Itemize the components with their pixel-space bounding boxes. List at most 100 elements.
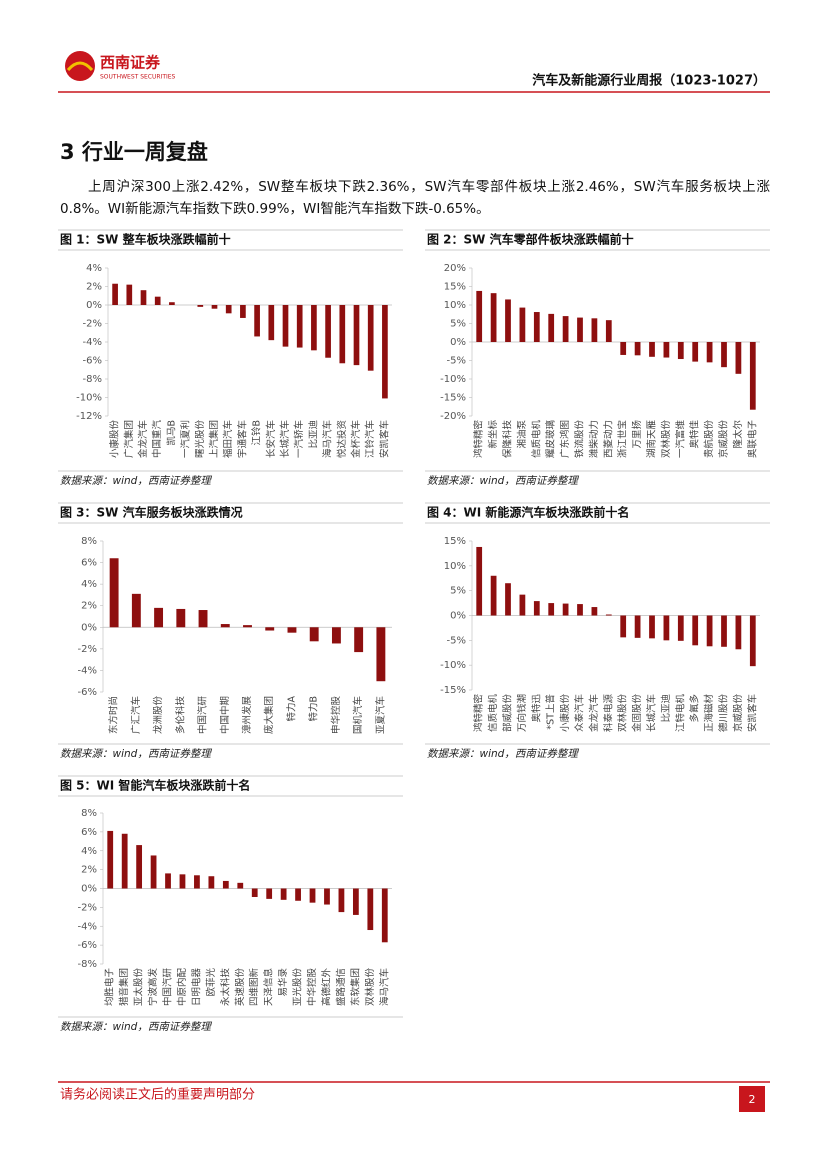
bar: [505, 299, 511, 342]
x-tick-label: 龙洲股份: [152, 696, 164, 735]
bar: [367, 305, 374, 371]
bar: [577, 604, 583, 616]
x-tick-label: 湘油泵: [516, 420, 528, 449]
x-tick-label: 金固股份: [631, 694, 643, 733]
bar: [331, 627, 341, 644]
x-tick-label: 金龙汽车: [588, 694, 600, 732]
x-tick-label: 信质电机: [487, 694, 499, 733]
x-tick-label: 京威股份: [732, 694, 744, 733]
x-tick-label: 奥特佳: [689, 420, 701, 449]
bar: [548, 313, 555, 342]
x-tick-label: 新坐标: [487, 420, 499, 449]
y-tick-label: -15%: [440, 685, 466, 696]
y-tick-label: -2%: [83, 319, 102, 330]
x-tick-label: 耀皮玻璃: [545, 420, 557, 458]
bar: [237, 882, 244, 889]
y-tick-label: -5%: [447, 635, 466, 646]
bar: [309, 627, 319, 642]
y-tick-label: 0%: [450, 611, 466, 622]
x-tick-label: 比亚迪: [307, 420, 319, 449]
y-tick-label: -6%: [83, 356, 102, 367]
y-tick-label: 8%: [81, 808, 97, 819]
bar: [324, 888, 330, 905]
y-tick-label: 10%: [444, 300, 466, 311]
x-tick-label: 保隆科技: [502, 420, 514, 459]
x-tick-label: 欧菲光: [205, 968, 217, 997]
x-tick-label: 一汽轿车: [293, 420, 305, 458]
x-tick-label: 天泽信息: [263, 968, 275, 1006]
bar: [735, 342, 742, 374]
y-tick-label: 0%: [81, 884, 97, 895]
x-tick-label: 中国重汽: [151, 420, 163, 459]
bar: [222, 880, 229, 889]
bar: [325, 305, 331, 358]
bar: [548, 603, 555, 616]
x-tick-label: 一汽富维: [674, 420, 686, 459]
y-tick-label: 2%: [81, 601, 97, 612]
bar: [309, 888, 316, 903]
x-tick-label: 鸿特精密: [473, 420, 485, 459]
y-tick-label: 8%: [81, 536, 97, 547]
y-tick-label: -8%: [83, 374, 102, 385]
x-tick-label: 福田汽车: [222, 420, 234, 458]
y-tick-label: -4%: [78, 921, 97, 932]
bar: [338, 888, 345, 913]
x-tick-label: 浙江世宝: [617, 420, 629, 458]
logo-arc: [66, 61, 94, 72]
x-tick-label: 东方时尚: [108, 696, 120, 734]
x-tick-label: 猎音集团: [118, 968, 130, 1006]
x-tick-label: 多氟多: [689, 694, 701, 723]
bar: [476, 546, 483, 616]
bar: [107, 830, 114, 889]
y-tick-label: -15%: [440, 393, 466, 404]
figure-source: 数据来源：wind，西南证券整理: [60, 475, 212, 487]
y-tick-label: 0%: [81, 622, 97, 633]
bar: [240, 305, 246, 318]
x-tick-label: 京威股份: [718, 420, 730, 459]
bar: [381, 888, 388, 943]
bar: [749, 342, 756, 410]
paragraph: 上周沪深300上涨2.42%，SW整车板块下跌2.36%，SW汽车零部件板块上涨…: [60, 179, 770, 217]
bar: [649, 342, 655, 357]
x-tick-label: 凯马B: [165, 420, 177, 446]
bar: [490, 575, 497, 616]
bar: [140, 290, 147, 305]
x-tick-label: 广汇汽车: [130, 696, 142, 734]
x-tick-label: 中国中期: [219, 696, 231, 734]
x-tick-label: 曙光股份: [194, 420, 206, 459]
y-tick-label: 4%: [81, 846, 97, 857]
bar: [287, 627, 297, 633]
x-tick-label: 长安汽车: [265, 420, 277, 458]
bar: [208, 876, 215, 889]
bar: [382, 305, 388, 399]
bar: [154, 607, 164, 628]
bar: [126, 284, 133, 305]
y-tick-label: 6%: [81, 558, 97, 569]
bar: [265, 627, 275, 631]
bar: [706, 342, 713, 363]
y-tick-label: -4%: [78, 665, 97, 676]
bar: [220, 624, 230, 628]
bar: [194, 875, 200, 889]
y-tick-label: 4%: [81, 579, 97, 590]
bar: [519, 307, 526, 342]
x-tick-label: 比亚迪: [660, 694, 672, 723]
y-tick-label: 5%: [450, 319, 466, 330]
y-tick-label: 0%: [450, 337, 466, 348]
x-tick-label: *ST上普: [545, 694, 557, 730]
x-tick-label: 长城汽车: [646, 694, 658, 732]
x-tick-label: 中国汽研: [197, 696, 209, 735]
x-tick-label: 奥联电子: [746, 420, 758, 459]
figure-title: 图 3：SW 汽车服务板块涨跌情况: [60, 505, 243, 520]
bar: [634, 615, 641, 638]
x-tick-label: 英速股份: [234, 968, 246, 1007]
report-title: 汽车及新能源行业周报（1023-1027）: [532, 73, 766, 89]
x-tick-label: 一汽夏利: [180, 420, 192, 458]
x-tick-label: 江铃汽车: [364, 420, 376, 458]
x-tick-label: 安凯客车: [378, 420, 390, 458]
bar: [721, 342, 727, 368]
bar: [150, 855, 157, 889]
bar: [295, 888, 301, 901]
x-tick-label: 国机汽车: [352, 696, 364, 734]
